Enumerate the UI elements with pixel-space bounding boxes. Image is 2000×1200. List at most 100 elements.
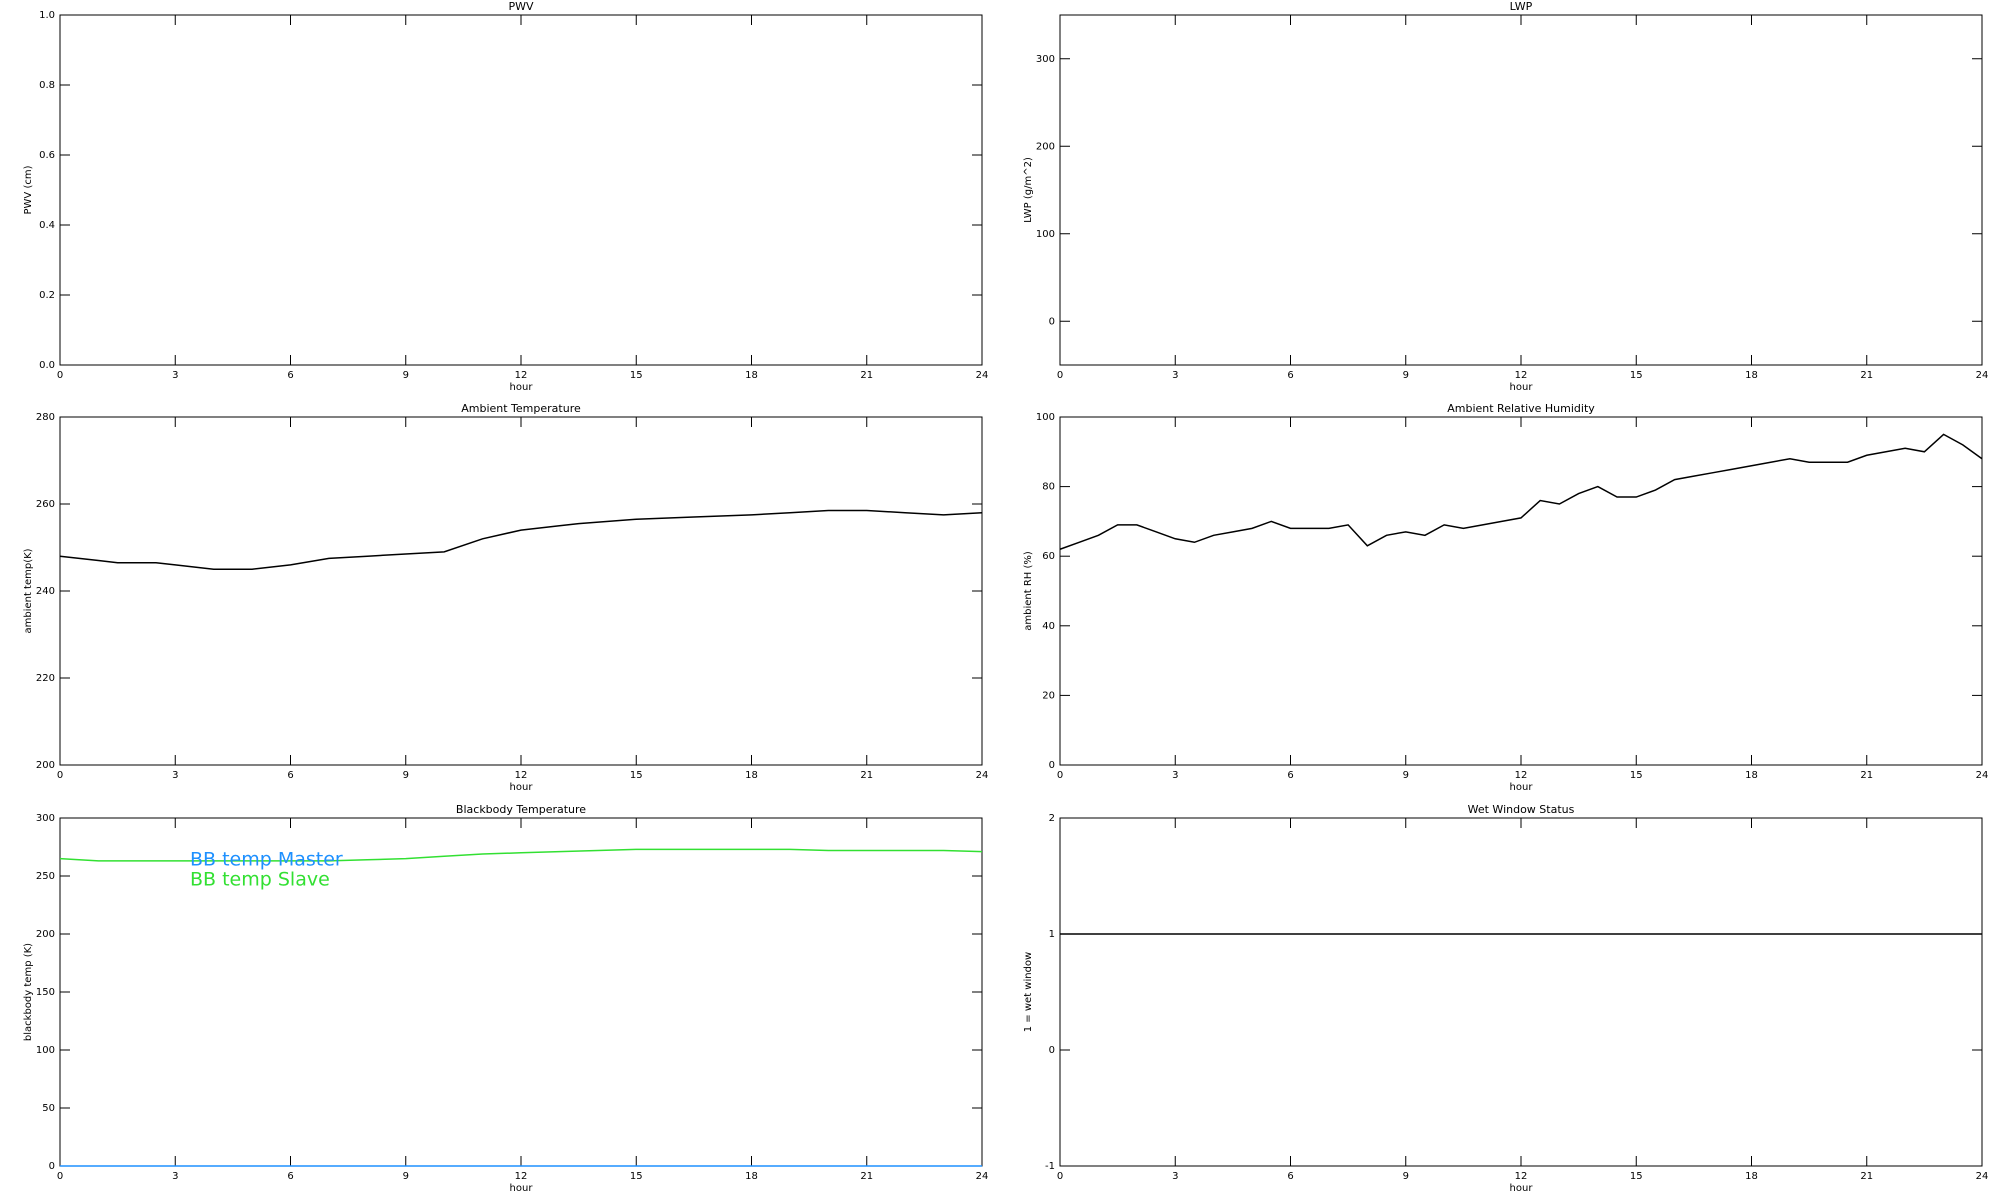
x-tick-label: 21 bbox=[860, 1171, 873, 1182]
y-tick-label: 2 bbox=[1049, 813, 1055, 824]
x-tick-label: 18 bbox=[1745, 370, 1758, 381]
x-tick-label: 12 bbox=[1515, 370, 1528, 381]
chart-title: Ambient Temperature bbox=[461, 402, 581, 415]
x-tick-label: 24 bbox=[976, 370, 989, 381]
x-tick-label: 24 bbox=[1976, 1171, 1989, 1182]
x-tick-label: 3 bbox=[1172, 370, 1178, 381]
chart-title: LWP bbox=[1510, 0, 1533, 13]
x-tick-label: 3 bbox=[172, 770, 178, 781]
chart-title: Wet Window Status bbox=[1468, 803, 1575, 816]
chart-title: Blackbody Temperature bbox=[456, 803, 586, 816]
legend-entry: BB temp Slave bbox=[190, 869, 330, 891]
y-tick-label: -1 bbox=[1045, 1161, 1055, 1172]
data-line bbox=[1059, 433, 1983, 550]
y-axis-label: ambient temp(K) bbox=[23, 548, 34, 633]
chart-title: Ambient Relative Humidity bbox=[1447, 402, 1595, 415]
x-tick-label: 18 bbox=[1745, 1171, 1758, 1182]
x-tick-label: 12 bbox=[1515, 770, 1528, 781]
data-line bbox=[59, 848, 983, 862]
x-tick-label: 9 bbox=[1403, 770, 1409, 781]
y-tick-label: 150 bbox=[36, 987, 55, 998]
x-tick-label: 21 bbox=[1860, 770, 1873, 781]
y-tick-label: 100 bbox=[1036, 412, 1055, 423]
x-tick-label: 15 bbox=[630, 1171, 643, 1182]
x-tick-label: 0 bbox=[1057, 370, 1063, 381]
x-tick-label: 24 bbox=[976, 770, 989, 781]
y-tick-label: 60 bbox=[1042, 551, 1055, 562]
plot-frame bbox=[1059, 416, 1983, 766]
y-tick-label: 1.0 bbox=[39, 10, 55, 21]
x-tick-label: 6 bbox=[1287, 770, 1293, 781]
x-tick-label: 12 bbox=[515, 770, 528, 781]
x-tick-label: 3 bbox=[172, 370, 178, 381]
y-tick-label: 1 bbox=[1049, 929, 1055, 940]
x-tick-label: 6 bbox=[287, 1171, 293, 1182]
x-tick-label: 24 bbox=[1976, 770, 1989, 781]
y-tick-label: 50 bbox=[42, 1103, 55, 1114]
x-tick-label: 15 bbox=[1630, 770, 1643, 781]
x-tick-label: 3 bbox=[172, 1171, 178, 1182]
x-tick-label: 24 bbox=[1976, 370, 1989, 381]
x-tick-label: 21 bbox=[1860, 1171, 1873, 1182]
y-tick-label: 250 bbox=[36, 871, 55, 882]
y-tick-label: 100 bbox=[36, 1045, 55, 1056]
y-tick-label: 280 bbox=[36, 412, 55, 423]
x-tick-label: 0 bbox=[1057, 770, 1063, 781]
x-tick-label: 15 bbox=[630, 370, 643, 381]
x-tick-label: 6 bbox=[1287, 370, 1293, 381]
x-tick-label: 15 bbox=[1630, 370, 1643, 381]
x-tick-label: 6 bbox=[1287, 1171, 1293, 1182]
y-tick-label: 0.8 bbox=[39, 80, 55, 91]
x-tick-label: 3 bbox=[1172, 770, 1178, 781]
x-tick-label: 18 bbox=[1745, 770, 1758, 781]
y-tick-label: 300 bbox=[1036, 54, 1055, 65]
x-tick-label: 9 bbox=[403, 370, 409, 381]
y-tick-label: 0.0 bbox=[39, 360, 55, 371]
x-tick-label: 9 bbox=[1403, 1171, 1409, 1182]
x-axis-label: hour bbox=[1510, 1183, 1534, 1194]
y-tick-label: 0 bbox=[1049, 1045, 1055, 1056]
x-tick-label: 12 bbox=[1515, 1171, 1528, 1182]
y-tick-label: 200 bbox=[36, 760, 55, 771]
y-axis-label: blackbody temp (K) bbox=[23, 943, 34, 1041]
y-tick-label: 200 bbox=[1036, 141, 1055, 152]
x-axis-label: hour bbox=[510, 782, 534, 793]
x-tick-label: 0 bbox=[57, 370, 63, 381]
x-tick-label: 12 bbox=[515, 370, 528, 381]
y-tick-label: 100 bbox=[1036, 229, 1055, 240]
x-axis-label: hour bbox=[510, 382, 534, 393]
x-tick-label: 6 bbox=[287, 770, 293, 781]
x-tick-label: 24 bbox=[976, 1171, 989, 1182]
x-axis-label: hour bbox=[510, 1183, 534, 1194]
y-tick-label: 80 bbox=[1042, 482, 1055, 493]
chart-title: PWV bbox=[508, 0, 534, 13]
x-tick-label: 18 bbox=[745, 1171, 758, 1182]
y-tick-label: 260 bbox=[36, 499, 55, 510]
x-tick-label: 18 bbox=[745, 370, 758, 381]
data-line bbox=[59, 509, 983, 570]
x-tick-label: 0 bbox=[1057, 1171, 1063, 1182]
x-tick-label: 6 bbox=[287, 370, 293, 381]
y-tick-label: 200 bbox=[36, 929, 55, 940]
y-tick-label: 0.6 bbox=[39, 150, 55, 161]
x-axis-label: hour bbox=[1510, 382, 1534, 393]
y-tick-label: 0 bbox=[49, 1161, 55, 1172]
y-axis-label: ambient RH (%) bbox=[1023, 551, 1034, 631]
plot-frame bbox=[59, 14, 983, 366]
x-tick-label: 18 bbox=[745, 770, 758, 781]
y-tick-label: 0.2 bbox=[39, 290, 55, 301]
y-tick-label: 20 bbox=[1042, 690, 1055, 701]
plot-frame bbox=[59, 416, 983, 766]
x-tick-label: 9 bbox=[403, 770, 409, 781]
x-tick-label: 21 bbox=[860, 770, 873, 781]
y-tick-label: 0 bbox=[1049, 760, 1055, 771]
x-axis-label: hour bbox=[1510, 782, 1534, 793]
y-axis-label: 1 = wet window bbox=[1023, 952, 1034, 1032]
x-tick-label: 21 bbox=[860, 370, 873, 381]
plot-frame bbox=[1059, 817, 1983, 1167]
x-tick-label: 15 bbox=[1630, 1171, 1643, 1182]
x-tick-label: 0 bbox=[57, 1171, 63, 1182]
legend-entry: BB temp Master bbox=[190, 849, 343, 871]
y-tick-label: 0.4 bbox=[39, 220, 55, 231]
y-tick-label: 300 bbox=[36, 813, 55, 824]
